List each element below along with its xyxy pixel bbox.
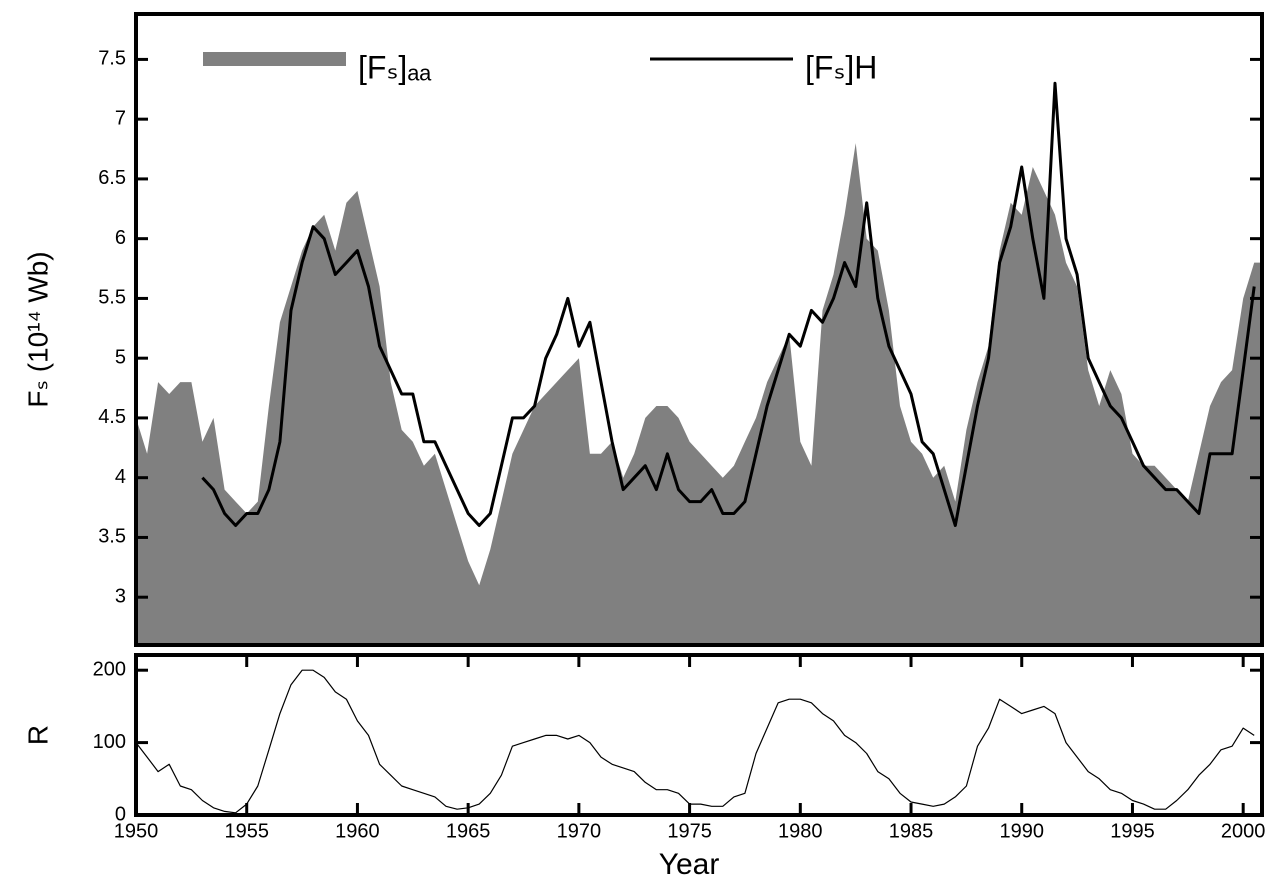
y-tick-label: 4: [115, 466, 126, 488]
y-tick-label: 0: [115, 803, 126, 825]
y-tick-label: 100: [93, 731, 126, 753]
plot-area: [136, 669, 1255, 814]
legend-label: [Fₛ]H: [805, 49, 877, 85]
x-tick-label: 1985: [889, 820, 934, 842]
x-tick-label: 2000: [1221, 820, 1266, 842]
legend-swatch: [203, 52, 346, 66]
x-tick-label: 1975: [667, 820, 712, 842]
data-line: [136, 669, 1255, 814]
y-tick-label: 7: [115, 107, 126, 129]
x-tick-label: 1950: [114, 820, 159, 842]
y-tick-label: 7.5: [98, 48, 126, 70]
x-tick-label: 1965: [446, 820, 491, 842]
legend-label: [Fₛ]ₐₐ: [358, 49, 432, 85]
plot-frame: [134, 653, 1264, 817]
x-tick-label: 1995: [1110, 820, 1155, 842]
plot-area: [136, 81, 1262, 645]
y-tick-label: 3: [115, 585, 126, 607]
data-line: [201, 81, 1256, 527]
y-tick-label: 3.5: [98, 526, 126, 548]
y-tick-label: 200: [93, 658, 126, 680]
data-area: [136, 143, 1262, 645]
y-axis-label: R: [22, 725, 53, 745]
x-tick-label: 1955: [224, 820, 269, 842]
y-axis-label: Fₛ (10¹⁴ Wb): [22, 251, 53, 407]
y-tick-label: 6: [115, 227, 126, 249]
y-tick-label: 5: [115, 346, 126, 368]
x-tick-label: 1980: [778, 820, 823, 842]
plot-frame: [134, 12, 1264, 647]
y-tick-label: 6.5: [98, 167, 126, 189]
x-tick-label: 1960: [335, 820, 380, 842]
y-tick-label: 4.5: [98, 406, 126, 428]
x-axis-label: Year: [659, 848, 720, 881]
x-tick-label: 1990: [999, 820, 1044, 842]
x-tick-label: 1970: [557, 820, 602, 842]
y-tick-label: 5.5: [98, 287, 126, 309]
